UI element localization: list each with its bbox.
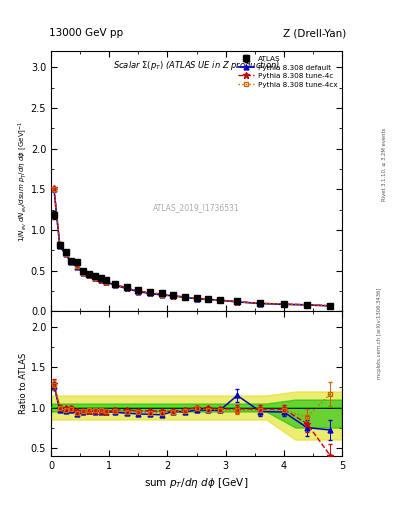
Line: Pythia 8.308 default: Pythia 8.308 default [51, 187, 333, 308]
Pythia 8.308 default [124, 285, 129, 291]
Pythia 8.308 tune-4cx [148, 290, 152, 296]
Y-axis label: Ratio to ATLAS: Ratio to ATLAS [19, 353, 28, 414]
Pythia 8.308 tune-4c [281, 301, 286, 307]
Pythia 8.308 default [305, 302, 309, 308]
Pythia 8.308 tune-4cx [235, 298, 240, 305]
Pythia 8.308 tune-4cx [206, 296, 211, 303]
Pythia 8.308 tune-4c [69, 258, 74, 264]
Pythia 8.308 tune-4cx [92, 274, 97, 281]
Y-axis label: $1/N_{ev}\ dN_{ev}/dsum\ p_T/d\eta\ d\phi\ [\mathrm{GeV}]^{-1}$: $1/N_{ev}\ dN_{ev}/dsum\ p_T/d\eta\ d\ph… [17, 120, 29, 242]
Pythia 8.308 tune-4c [98, 276, 103, 283]
Pythia 8.308 tune-4cx [328, 303, 332, 309]
Pythia 8.308 tune-4cx [281, 301, 286, 307]
Pythia 8.308 tune-4c [217, 297, 222, 303]
Pythia 8.308 tune-4c [136, 288, 141, 294]
Text: Scalar $\Sigma(p_T)$ (ATLAS UE in Z production): Scalar $\Sigma(p_T)$ (ATLAS UE in Z prod… [113, 59, 280, 72]
Pythia 8.308 tune-4c [57, 242, 62, 248]
Pythia 8.308 tune-4cx [124, 285, 129, 291]
Pythia 8.308 tune-4cx [69, 259, 74, 265]
Pythia 8.308 tune-4cx [98, 276, 103, 282]
Pythia 8.308 tune-4cx [217, 297, 222, 303]
Pythia 8.308 tune-4c [124, 285, 129, 291]
Pythia 8.308 tune-4c [104, 279, 109, 285]
Pythia 8.308 tune-4c [51, 185, 56, 191]
Pythia 8.308 default [281, 301, 286, 307]
Line: Pythia 8.308 tune-4cx: Pythia 8.308 tune-4cx [51, 186, 333, 308]
Pythia 8.308 default [182, 294, 187, 301]
Text: 13000 GeV pp: 13000 GeV pp [50, 28, 123, 38]
Pythia 8.308 default [63, 251, 68, 258]
Pythia 8.308 tune-4cx [51, 185, 56, 191]
Pythia 8.308 default [328, 303, 332, 309]
Pythia 8.308 tune-4cx [113, 282, 118, 288]
Pythia 8.308 tune-4c [182, 294, 187, 300]
Pythia 8.308 tune-4c [63, 250, 68, 256]
Pythia 8.308 tune-4c [86, 272, 91, 279]
Pythia 8.308 tune-4cx [182, 294, 187, 301]
Pythia 8.308 tune-4c [92, 275, 97, 281]
Text: ATLAS_2019_I1736531: ATLAS_2019_I1736531 [153, 203, 240, 212]
Line: Pythia 8.308 tune-4c: Pythia 8.308 tune-4c [51, 185, 333, 309]
Pythia 8.308 default [206, 296, 211, 303]
Pythia 8.308 tune-4cx [63, 250, 68, 257]
Pythia 8.308 default [235, 299, 240, 305]
Pythia 8.308 default [104, 279, 109, 285]
Pythia 8.308 tune-4cx [81, 269, 85, 275]
Pythia 8.308 default [113, 282, 118, 288]
Pythia 8.308 tune-4c [194, 295, 199, 301]
Pythia 8.308 default [51, 186, 56, 193]
Pythia 8.308 tune-4c [75, 262, 80, 268]
Pythia 8.308 tune-4c [171, 293, 176, 299]
Text: Z (Drell-Yan): Z (Drell-Yan) [283, 28, 346, 38]
Pythia 8.308 tune-4c [235, 298, 240, 305]
Legend: ATLAS, Pythia 8.308 default, Pythia 8.308 tune-4c, Pythia 8.308 tune-4cx: ATLAS, Pythia 8.308 default, Pythia 8.30… [235, 53, 340, 91]
Pythia 8.308 tune-4cx [86, 272, 91, 278]
Pythia 8.308 tune-4cx [159, 291, 164, 297]
Pythia 8.308 default [217, 297, 222, 303]
Pythia 8.308 default [81, 270, 85, 276]
Pythia 8.308 default [92, 275, 97, 281]
Pythia 8.308 tune-4cx [57, 242, 62, 248]
Pythia 8.308 tune-4c [81, 269, 85, 275]
Pythia 8.308 default [171, 293, 176, 299]
Pythia 8.308 default [159, 292, 164, 298]
Pythia 8.308 default [148, 290, 152, 296]
Pythia 8.308 default [57, 243, 62, 249]
Pythia 8.308 default [136, 289, 141, 295]
Pythia 8.308 tune-4cx [75, 263, 80, 269]
Pythia 8.308 tune-4cx [171, 293, 176, 299]
Pythia 8.308 default [86, 272, 91, 279]
Text: mcplots.cern.ch [arXiv:1306.3436]: mcplots.cern.ch [arXiv:1306.3436] [377, 287, 382, 378]
Pythia 8.308 tune-4cx [104, 279, 109, 285]
Pythia 8.308 tune-4c [258, 300, 263, 306]
Pythia 8.308 default [194, 295, 199, 302]
Pythia 8.308 default [69, 260, 74, 266]
Pythia 8.308 tune-4c [206, 296, 211, 302]
Text: Rivet 3.1.10, ≥ 3.2M events: Rivet 3.1.10, ≥ 3.2M events [382, 127, 387, 201]
Pythia 8.308 tune-4cx [305, 302, 309, 308]
Pythia 8.308 tune-4c [305, 302, 309, 308]
Pythia 8.308 default [75, 264, 80, 270]
Pythia 8.308 default [98, 276, 103, 283]
Pythia 8.308 tune-4cx [136, 288, 141, 294]
Pythia 8.308 tune-4cx [194, 295, 199, 302]
Pythia 8.308 default [258, 301, 263, 307]
Pythia 8.308 tune-4c [113, 281, 118, 287]
Pythia 8.308 tune-4c [159, 291, 164, 297]
X-axis label: sum $p_T/d\eta\ d\phi$ [GeV]: sum $p_T/d\eta\ d\phi$ [GeV] [144, 476, 249, 490]
Pythia 8.308 tune-4c [328, 303, 332, 309]
Pythia 8.308 tune-4cx [258, 300, 263, 306]
Pythia 8.308 tune-4c [148, 289, 152, 295]
